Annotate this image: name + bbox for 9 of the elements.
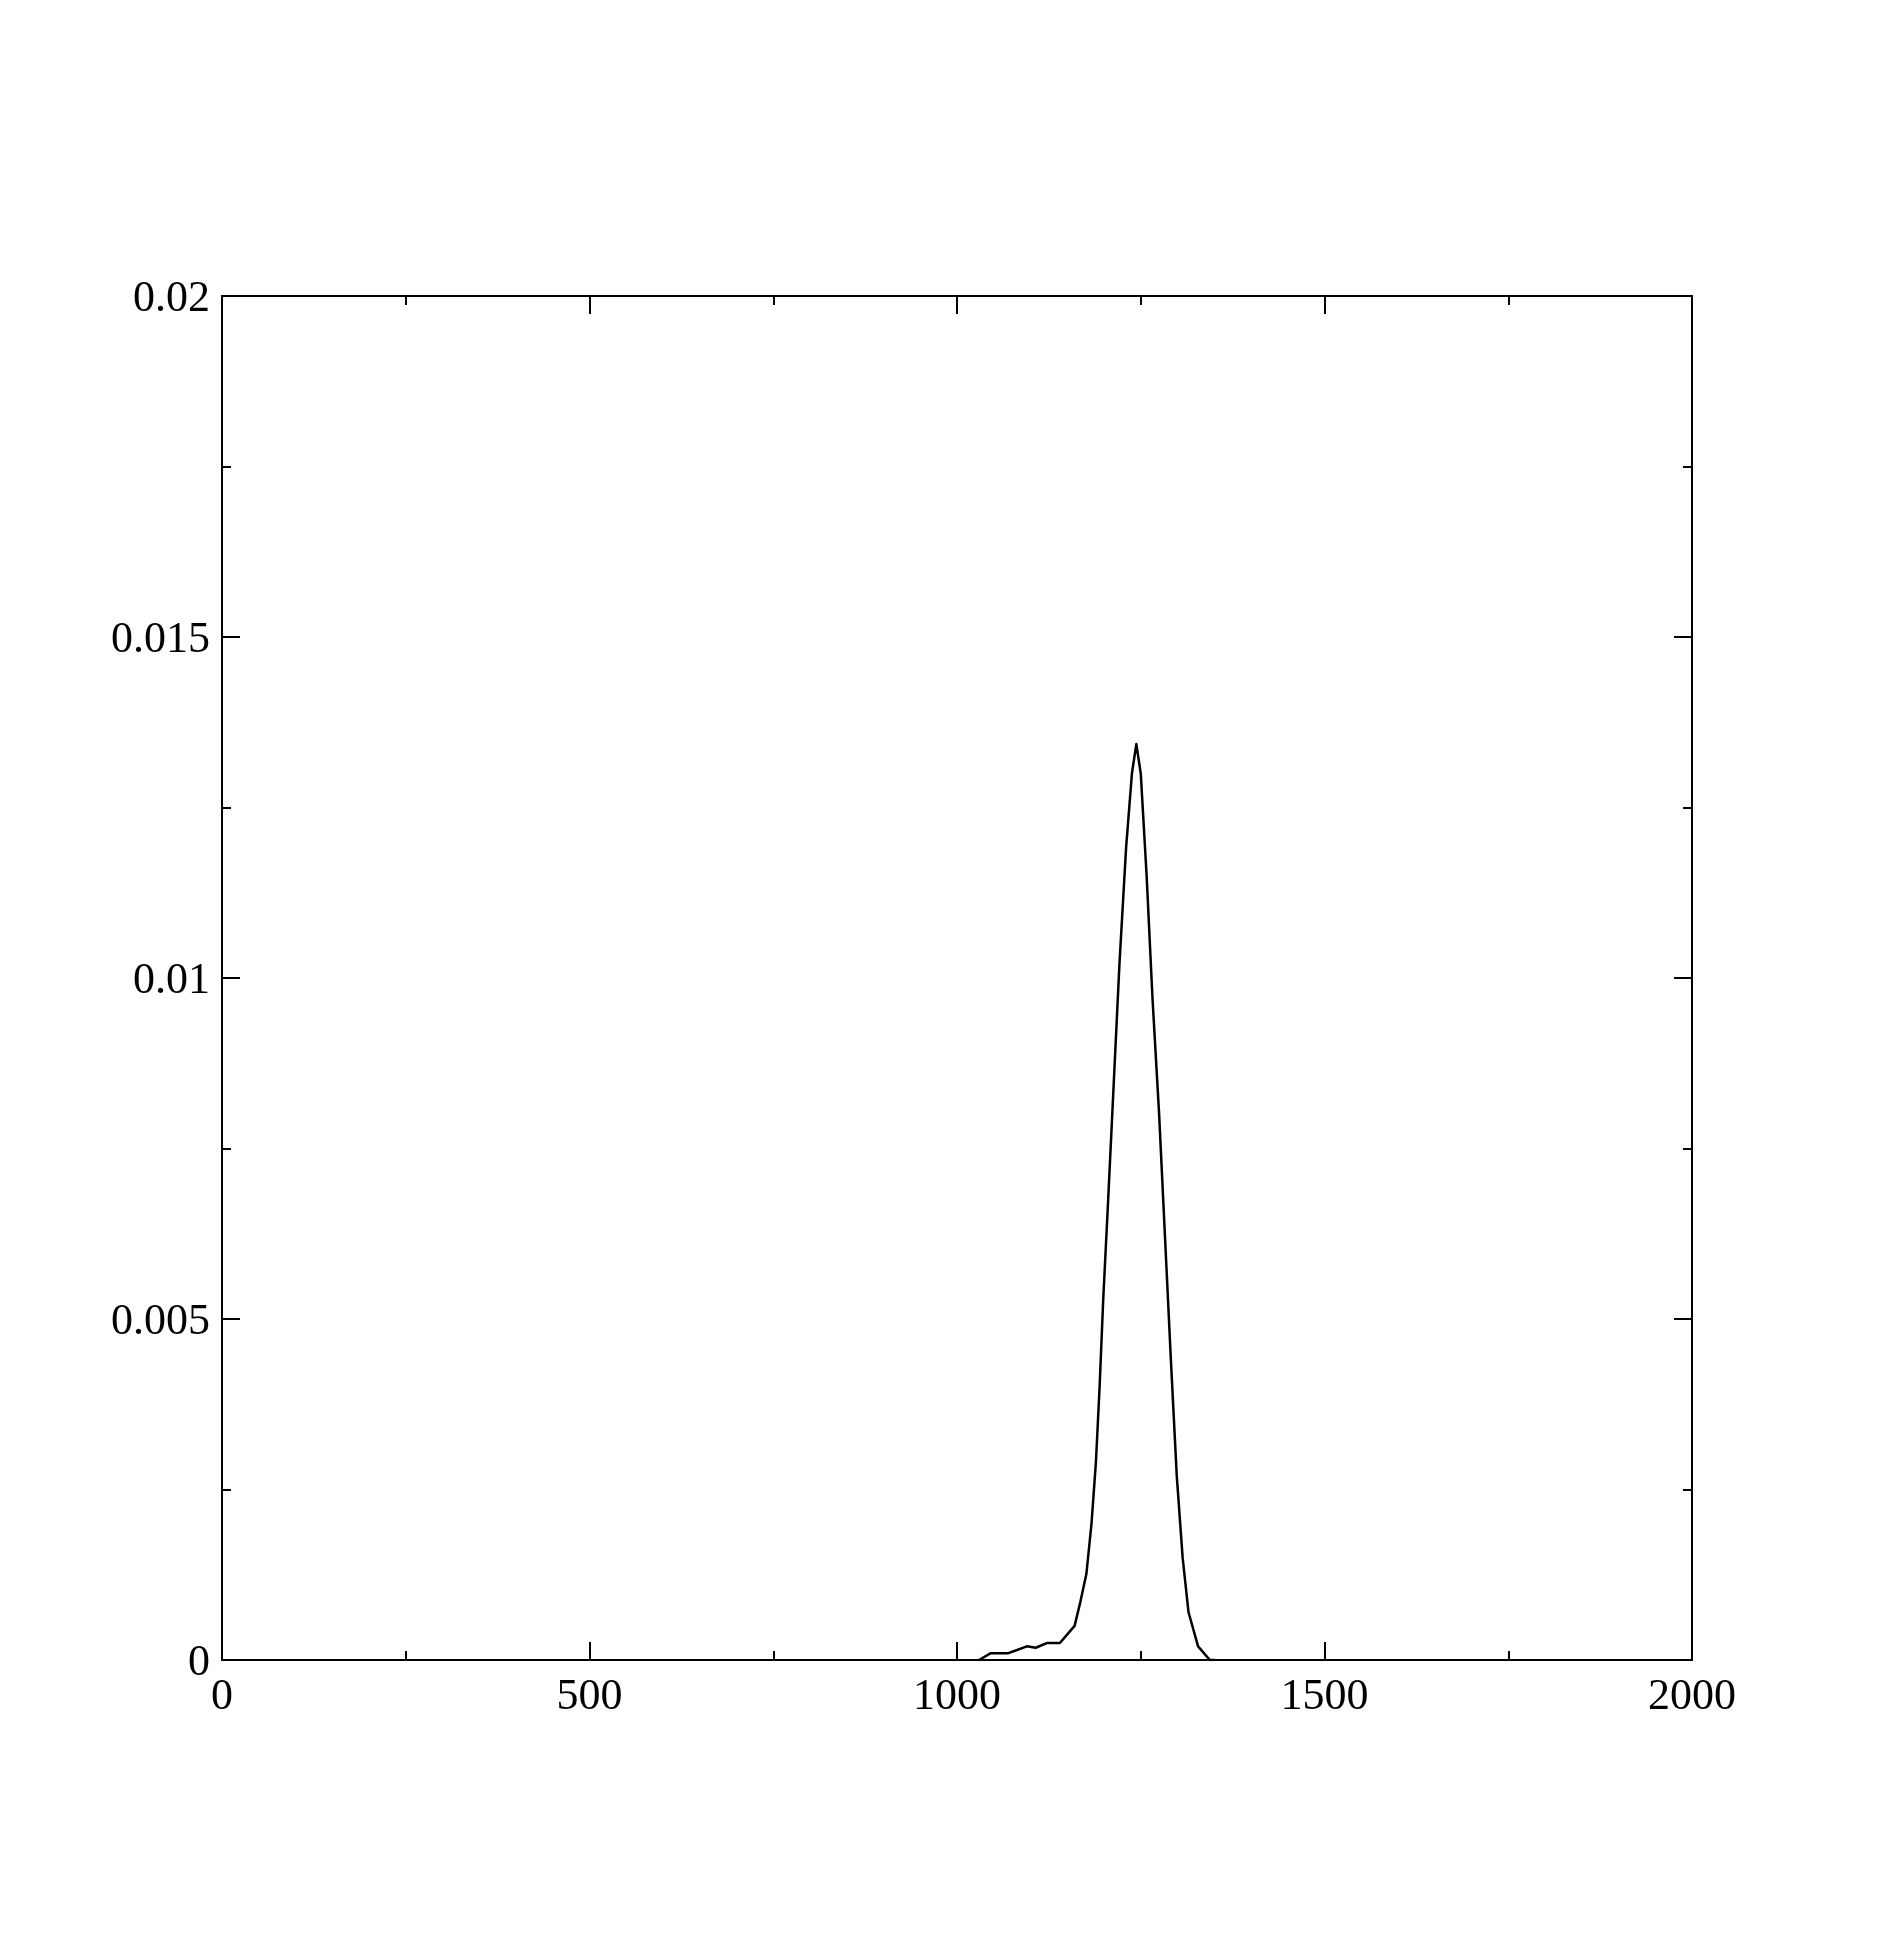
y-tick-label: 0.005 (111, 1294, 210, 1344)
x-tick-label: 1500 (1280, 1669, 1369, 1719)
y-tick-label: 0.01 (133, 953, 210, 1003)
x-tick-label: 500 (556, 1669, 623, 1719)
y-tick-label: 0.015 (111, 612, 210, 662)
y-tick-label: 0.02 (133, 271, 210, 321)
x-tick-label: 2000 (1648, 1669, 1736, 1719)
y-tick-label: 0 (188, 1635, 210, 1685)
x-tick-label: 1000 (913, 1669, 1001, 1719)
